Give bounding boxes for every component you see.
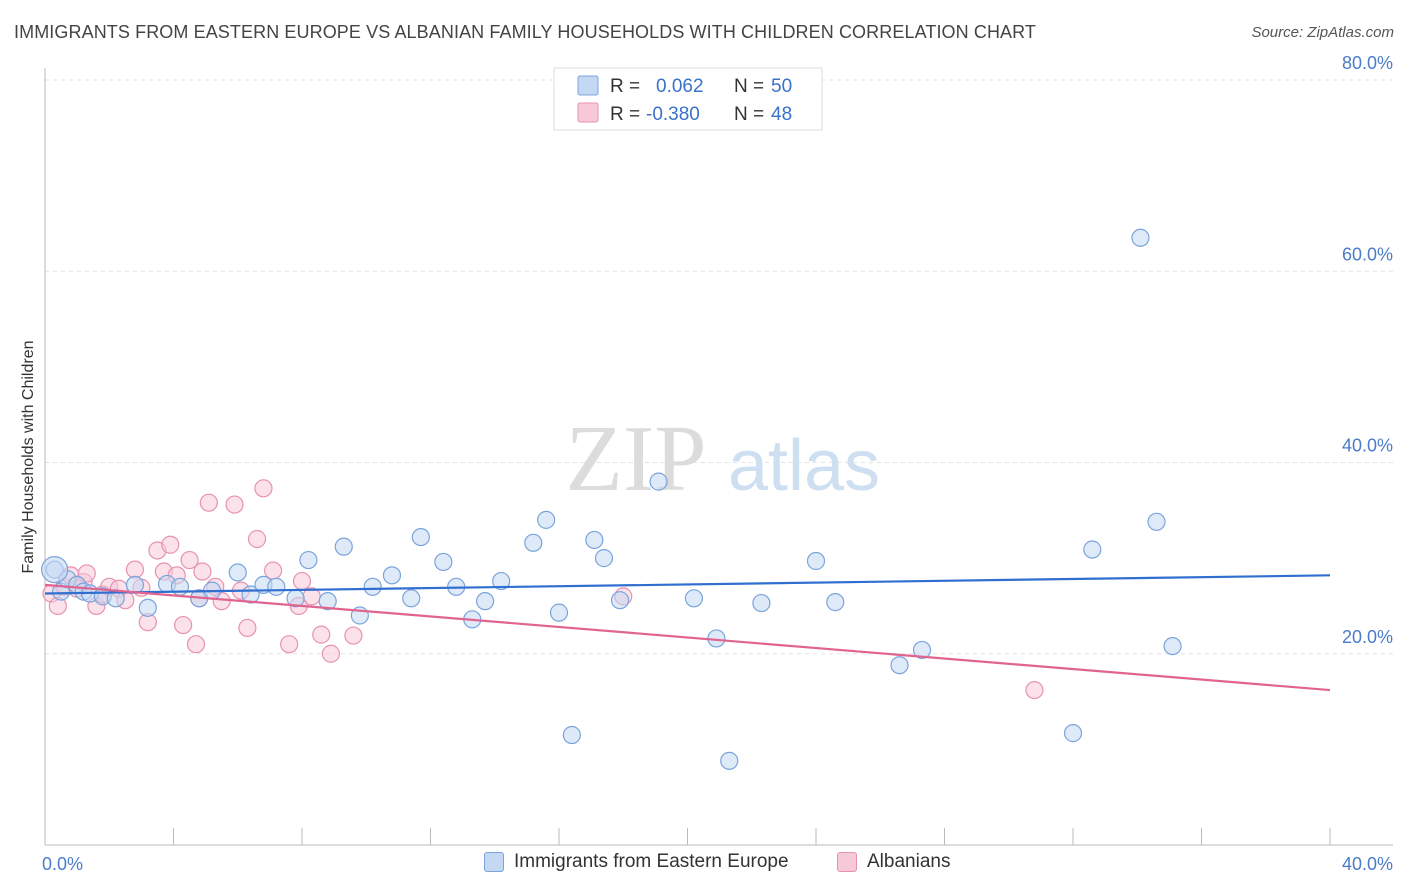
albanians-point	[125, 560, 145, 579]
eastern-europe-point	[125, 575, 145, 595]
y-tick-label: 20.0%	[1342, 627, 1393, 647]
axes	[44, 68, 1393, 846]
legend-label: Immigrants from Eastern Europe	[514, 851, 789, 872]
albanians-point	[161, 535, 180, 554]
eastern-europe-point	[649, 472, 668, 491]
eastern-europe-point	[537, 510, 556, 529]
eastern-europe-point	[806, 551, 826, 571]
legend-item-eastern-europe: Immigrants from Eastern Europe	[484, 851, 789, 873]
eastern-europe-point	[610, 591, 630, 610]
legend-n-value: 50	[771, 76, 792, 97]
eastern-europe-point	[594, 549, 614, 568]
eastern-europe-point	[684, 589, 704, 608]
albanians-point	[247, 529, 267, 549]
eastern-europe-point	[826, 593, 845, 612]
legend-n-value: 48	[771, 104, 792, 125]
eastern-europe-trend-line	[44, 574, 1331, 595]
legend-n-label: N =	[734, 76, 764, 97]
legend-r-value: -0.380	[646, 104, 700, 125]
legend-label: Albanians	[867, 851, 951, 872]
eastern-europe-point	[411, 527, 430, 547]
legend-r-label: R =	[610, 76, 640, 97]
eastern-europe-point	[434, 552, 453, 572]
eastern-europe-point	[1131, 228, 1150, 247]
eastern-europe-point	[476, 592, 495, 611]
albanians-point	[199, 493, 218, 512]
y-tick-labels: 20.0% 40.0% 60.0% 80.0%	[1342, 53, 1393, 647]
eastern-europe-point	[912, 640, 932, 660]
eastern-europe-point	[402, 589, 421, 608]
albanians-point	[174, 615, 193, 635]
x-tick-labels: 0.0% 40.0%	[42, 854, 1393, 874]
legend-r-value: 0.062	[656, 76, 704, 97]
y-tick-label: 80.0%	[1342, 53, 1393, 73]
legend-item-albanians: Albanians	[837, 851, 950, 873]
albanians-point	[344, 626, 363, 645]
watermark-zip: ZIP	[566, 407, 707, 511]
albanians-trend-line	[44, 583, 1331, 692]
gridlines	[45, 79, 1393, 655]
watermark: ZIP atlas	[566, 407, 881, 511]
eastern-europe-point	[363, 577, 382, 596]
eastern-europe-point	[382, 566, 402, 585]
eastern-europe-point	[1147, 512, 1166, 531]
eastern-europe-point	[890, 656, 909, 675]
albanians-point	[1025, 680, 1044, 700]
eastern-europe-point	[524, 533, 543, 552]
x-tick-label: 40.0%	[1342, 854, 1393, 874]
albanians-point	[238, 618, 257, 638]
eastern-europe-point	[138, 598, 157, 617]
top-legend: R = 0.062 N = 50 R = -0.380 N = 48	[553, 67, 823, 131]
eastern-europe-point	[1163, 636, 1182, 656]
eastern-europe-points	[41, 228, 1182, 770]
albanians-point	[180, 550, 199, 570]
eastern-europe-point-large	[41, 555, 69, 584]
watermark-atlas: atlas	[728, 426, 880, 506]
eastern-europe-point	[752, 593, 771, 613]
trend-lines	[44, 574, 1331, 692]
chart-title: IMMIGRANTS FROM EASTERN EUROPE VS ALBANI…	[14, 22, 1037, 42]
eastern-europe-point	[1063, 724, 1083, 743]
legend-swatch	[484, 852, 504, 872]
albanians-point	[321, 644, 341, 663]
albanians-point	[193, 562, 212, 581]
albanians-point	[280, 635, 299, 654]
legend-r-label: R =	[610, 104, 640, 125]
legend-swatch	[837, 852, 857, 872]
legend-swatch-pink	[577, 102, 599, 123]
eastern-europe-point	[267, 577, 286, 596]
eastern-europe-point	[318, 592, 337, 611]
eastern-europe-point	[585, 530, 604, 550]
chart-source: Source: ZipAtlas.com	[1251, 24, 1394, 41]
legend-n-label: N =	[734, 104, 764, 125]
y-tick-label: 60.0%	[1342, 244, 1393, 264]
eastern-europe-point	[1083, 540, 1102, 559]
albanians-point	[186, 635, 206, 654]
y-tick-label: 40.0%	[1342, 436, 1393, 456]
eastern-europe-point	[562, 725, 581, 745]
legend-swatch-blue	[577, 75, 599, 96]
eastern-europe-point	[228, 563, 247, 582]
eastern-europe-point	[492, 571, 511, 591]
albanians-point	[225, 495, 244, 514]
eastern-europe-point	[549, 603, 569, 622]
albanians-point	[292, 571, 312, 591]
albanians-point	[263, 561, 283, 580]
y-axis-label: Family Households with Children	[20, 341, 37, 574]
eastern-europe-point	[299, 550, 318, 570]
eastern-europe-point	[720, 751, 739, 770]
albanians-point	[312, 625, 331, 644]
x-tick-label: 0.0%	[42, 854, 83, 874]
albanians-point	[254, 479, 273, 498]
bottom-legend: Immigrants from Eastern Europe Albanians	[0, 851, 1406, 879]
eastern-europe-point	[334, 537, 353, 556]
